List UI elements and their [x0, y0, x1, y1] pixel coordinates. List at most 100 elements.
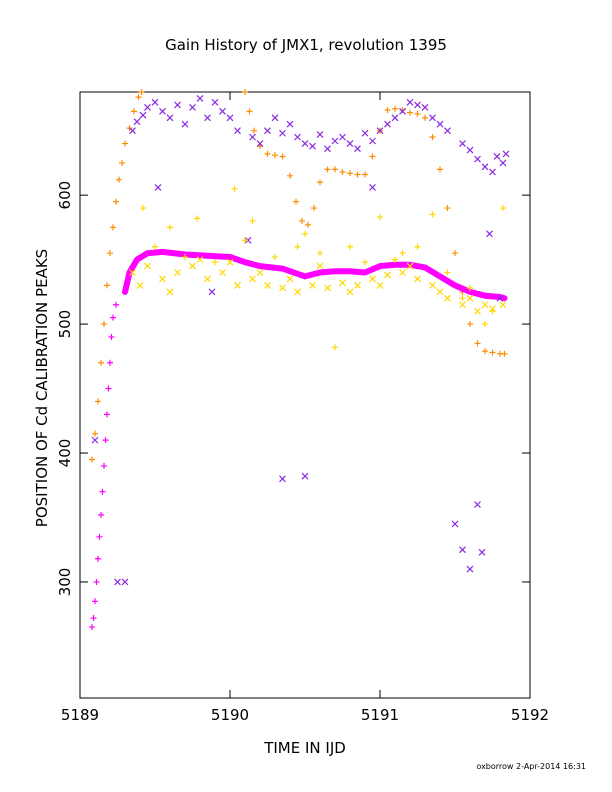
data-point [376, 127, 384, 135]
data-point [474, 501, 481, 509]
data-point [256, 140, 264, 147]
data-point [332, 344, 338, 351]
x-axis-label: TIME IN IJD [264, 739, 346, 757]
data-point [89, 624, 95, 631]
data-point [301, 140, 309, 147]
data-point [196, 95, 204, 102]
data-point [101, 462, 107, 469]
data-point [502, 150, 510, 158]
data-point [140, 205, 146, 212]
data-point [93, 578, 100, 585]
data-point [92, 598, 98, 605]
data-point [377, 214, 383, 221]
data-point [256, 269, 264, 276]
data-point [279, 284, 286, 292]
data-point [481, 163, 489, 171]
data-point [114, 578, 121, 586]
data-point [219, 107, 226, 115]
data-point [104, 282, 110, 289]
data-point [159, 107, 166, 115]
data-point [211, 98, 219, 106]
data-point [399, 250, 406, 257]
data-point [182, 254, 188, 261]
data-point [493, 153, 501, 160]
data-point [347, 170, 353, 177]
data-point [166, 288, 174, 296]
data-point [399, 269, 406, 276]
data-point [311, 205, 317, 212]
data-point [231, 185, 238, 192]
data-point [459, 140, 466, 147]
x-tick-label: 5190 [211, 706, 249, 724]
data-point [421, 104, 429, 111]
data-point [194, 215, 200, 222]
data-point [294, 133, 301, 141]
data-point [181, 120, 189, 128]
data-point [279, 129, 286, 137]
data-point [136, 281, 144, 289]
data-point [138, 89, 145, 95]
data-point [264, 281, 271, 289]
data-point [324, 284, 331, 292]
data-point [133, 118, 141, 126]
data-point [429, 211, 436, 218]
data-point [95, 398, 101, 405]
data-point [354, 171, 361, 178]
data-point [212, 259, 218, 266]
data-point [286, 275, 294, 283]
data-point [287, 172, 293, 179]
data-point [152, 243, 158, 250]
data-point [369, 153, 376, 160]
data-point [302, 230, 308, 237]
data-point [301, 472, 309, 480]
data-point [116, 176, 122, 183]
data-point [444, 269, 451, 276]
data-point [324, 166, 331, 173]
data-point [294, 288, 301, 296]
data-point [264, 127, 271, 135]
data-point [144, 262, 151, 270]
data-point [144, 104, 151, 111]
data-point [392, 256, 398, 263]
data-point [361, 129, 369, 137]
data-point [249, 133, 256, 141]
data-point [90, 615, 97, 622]
data-point [271, 114, 279, 122]
plot-frame [79, 91, 531, 699]
data-point [437, 166, 443, 173]
data-point [309, 281, 316, 289]
data-point [159, 275, 166, 283]
data-point [135, 94, 142, 101]
data-point [293, 198, 299, 205]
data-point [482, 348, 488, 355]
data-point [151, 98, 159, 106]
data-point [482, 321, 488, 328]
data-point [226, 114, 234, 122]
data-point [99, 488, 106, 495]
data-point [96, 533, 103, 540]
data-point [406, 262, 414, 270]
data-point [189, 104, 196, 111]
data-point [317, 250, 323, 257]
data-point [113, 198, 119, 205]
data-point [444, 294, 451, 302]
data-point [208, 288, 216, 296]
data-point [429, 281, 436, 289]
data-point [113, 301, 119, 308]
data-point [316, 131, 324, 138]
data-point [489, 168, 496, 176]
data-point [451, 520, 459, 528]
data-point [92, 430, 98, 437]
data-point [226, 258, 234, 266]
x-tick-label: 5192 [511, 706, 549, 724]
data-point [369, 183, 376, 191]
data-point [309, 142, 316, 150]
data-point [474, 340, 481, 347]
data-point [481, 301, 489, 309]
data-point [384, 271, 391, 279]
data-point [316, 262, 324, 270]
data-point [414, 275, 421, 283]
data-point [167, 224, 173, 231]
data-point [346, 140, 354, 147]
